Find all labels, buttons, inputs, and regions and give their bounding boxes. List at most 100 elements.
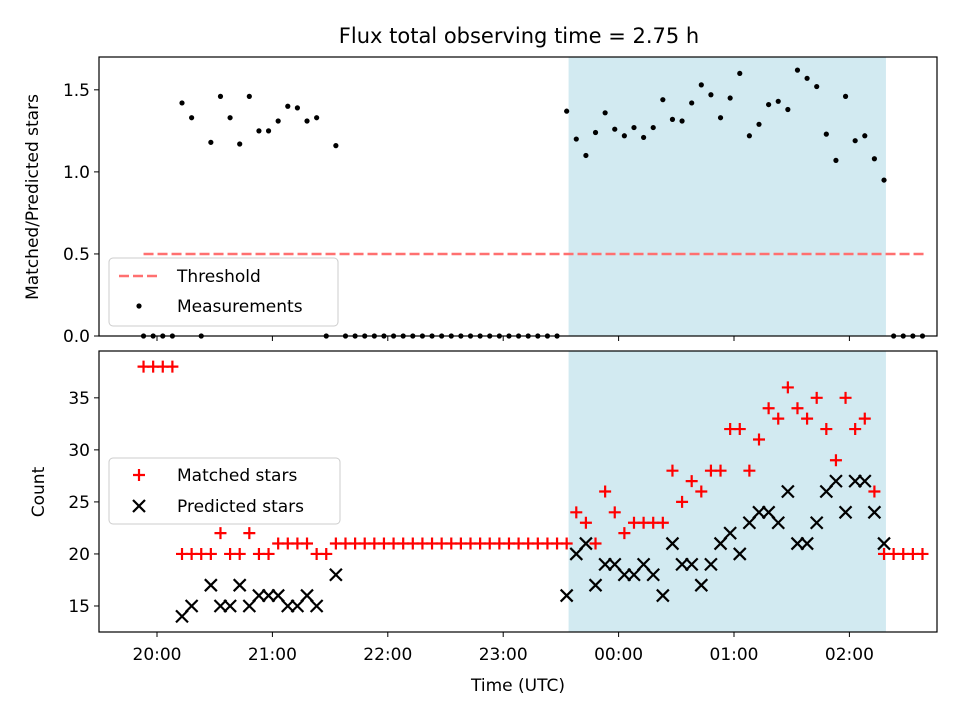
matched-star-point (233, 547, 246, 560)
matched-star-point (810, 391, 823, 404)
predicted-star-point (309, 599, 324, 613)
matched-star-point (695, 485, 708, 498)
matched-star-point (714, 464, 727, 477)
measurements-legend-label: Measurements (177, 297, 303, 317)
bottom-y-tick-label: 20 (68, 545, 90, 565)
matched-star-point (560, 537, 573, 550)
predicted-star-point (223, 599, 237, 613)
matched-star-point (781, 381, 794, 394)
matched-star-point (656, 516, 669, 529)
predicted-star-point (617, 567, 632, 582)
bottom-y-tick-label: 15 (68, 597, 90, 617)
predicted-star-point (665, 536, 680, 551)
matched-star-point (829, 454, 842, 467)
predicted-star-point (636, 557, 651, 572)
predicted-star-point (675, 557, 689, 572)
measurement-point (660, 97, 666, 103)
matched-legend-swatch (133, 469, 145, 481)
measurement-point (814, 83, 820, 90)
shaded-observing-interval (568, 351, 886, 632)
measurement-point (304, 118, 310, 124)
predicted-star-point (809, 515, 824, 530)
matched-star-point (676, 495, 689, 508)
matched-star-point (214, 527, 227, 540)
measurement-point (842, 93, 849, 99)
measurement-point (564, 108, 570, 114)
measurement-point (737, 70, 743, 77)
measurement-point (621, 133, 627, 139)
x-tick-label: 23:00 (479, 645, 528, 665)
top-legend: Threshold Measurements (108, 257, 339, 327)
measurement-point (698, 82, 704, 88)
predicted-star-point (656, 588, 670, 603)
measurement-point (823, 131, 829, 137)
bottom-shaded-region (568, 351, 886, 632)
predicted-star-point (829, 474, 843, 488)
predicted-star-point (271, 588, 285, 603)
measurement-point (650, 124, 656, 131)
bottom-y-axis: 15 20 25 30 35 (68, 389, 99, 617)
x-tick-label: 01:00 (710, 645, 759, 665)
measurement-point (265, 128, 272, 134)
predicted-star-point (838, 505, 853, 520)
measurement-point (237, 141, 243, 147)
bottom-panel-frame (98, 350, 938, 633)
predicted-star-point (627, 567, 641, 582)
matched-star-point (743, 464, 756, 477)
measurement-point (766, 101, 772, 108)
predicted-star-point (800, 536, 814, 551)
predicted-stars-series (175, 474, 891, 624)
matched-star-point (868, 485, 881, 498)
predicted-star-point (232, 578, 247, 592)
predicted-star-point (607, 557, 622, 572)
measurement-point (669, 116, 676, 122)
predicted-star-point (175, 609, 189, 624)
matched-star-point (301, 537, 314, 550)
predicted-star-point (723, 526, 737, 540)
predicted-star-point (761, 505, 776, 520)
predicted-star-point (290, 599, 305, 613)
measurements-series (140, 67, 926, 339)
predicted-star-point (790, 536, 805, 551)
measurement-point (708, 92, 714, 98)
predicted-star-point (781, 484, 795, 499)
bottom-y-axis-label: Count (29, 466, 49, 517)
measurement-point (285, 103, 291, 109)
matched-star-point (772, 412, 785, 425)
matched-star-point (262, 547, 275, 560)
predicted-star-point (732, 547, 747, 561)
predicted-star-point (204, 578, 218, 592)
predicted-star-point (300, 588, 314, 603)
predicted-star-point (704, 557, 718, 572)
matched-star-point (858, 412, 871, 425)
predicted-star-point (819, 484, 834, 499)
predicted-star-point (579, 536, 593, 551)
top-y-axis-label: Matched/Predicted stars (23, 94, 43, 300)
matched-star-point (666, 464, 679, 477)
measurement-point (592, 129, 599, 136)
measurement-point (641, 134, 647, 141)
measurement-point (189, 115, 195, 121)
bottom-x-axis: 20:00 21:00 22:00 23:00 00:00 01:00 02:00 (133, 632, 874, 665)
predicted-star-point (261, 588, 276, 603)
measurement-point (275, 118, 281, 124)
chart-title: Flux total observing time = 2.75 h (339, 24, 699, 48)
measurement-point (717, 115, 724, 121)
measurement-point (602, 110, 608, 116)
bottom-y-tick-label: 25 (68, 493, 90, 513)
predicted-star-point (213, 599, 228, 613)
measurement-point (689, 100, 695, 106)
matched-star-point (849, 423, 862, 436)
matched-star-point (579, 516, 592, 529)
matched-star-point (608, 506, 621, 519)
top-shaded-region (568, 57, 886, 336)
measurement-point (804, 75, 810, 81)
predicted-star-point (752, 505, 766, 520)
top-y-tick-label: 0.5 (63, 245, 90, 265)
measurement-point (756, 121, 762, 127)
matched-star-point (733, 423, 746, 436)
matched-star-point (916, 547, 929, 560)
predicted-star-point (242, 599, 257, 613)
measurement-point (794, 67, 801, 73)
